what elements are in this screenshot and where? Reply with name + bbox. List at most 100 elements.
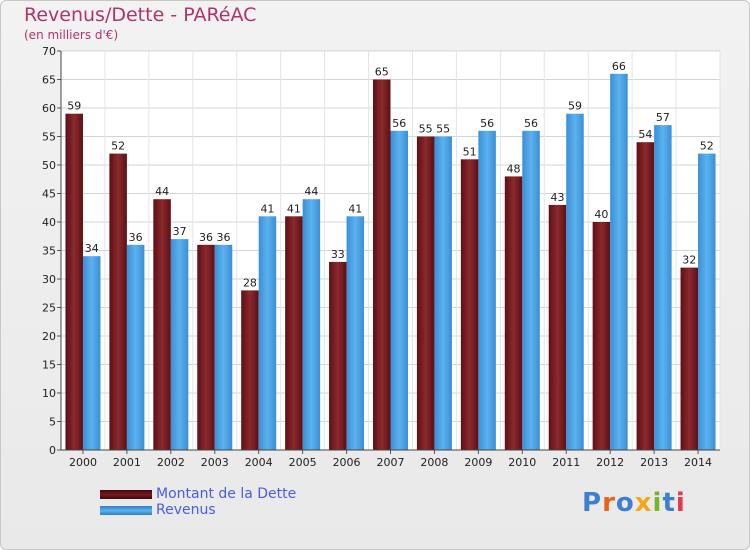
y-tick-label: 55 xyxy=(42,131,56,144)
bar-dette-2001 xyxy=(109,153,127,450)
y-tick-label: 25 xyxy=(42,302,56,315)
x-tick-label: 2006 xyxy=(333,456,361,469)
y-tick-label: 50 xyxy=(42,159,56,172)
bar-revenus-2004 xyxy=(258,216,277,450)
y-tick-label: 30 xyxy=(42,273,56,286)
value-label-revenus-2003: 36 xyxy=(217,231,231,244)
y-tick-label: 35 xyxy=(42,245,56,258)
bar-dette-2007 xyxy=(373,79,391,450)
bar-revenus-2006 xyxy=(346,216,365,450)
x-tick-label: 2000 xyxy=(69,456,97,469)
value-label-revenus-2008: 55 xyxy=(436,123,450,136)
legend-swatch-revenus xyxy=(100,505,152,515)
value-label-dette-2013: 54 xyxy=(638,128,652,141)
bar-dette-2011 xyxy=(548,204,567,450)
bar-revenus-2000 xyxy=(82,256,101,450)
x-tick-label: 2008 xyxy=(420,456,448,469)
axes: 0 5 10 15 20 25 30 35 40 45 50 55 60 65 70 2000 2001 2002… xyxy=(42,45,720,469)
bar-revenus-2001 xyxy=(126,244,145,450)
value-label-dette-2009: 51 xyxy=(463,145,477,158)
value-label-dette-2001: 52 xyxy=(111,140,125,153)
y-tick-label: 15 xyxy=(42,359,56,372)
legend: Montant de la Dette Revenus xyxy=(100,486,296,518)
y-tick-label: 0 xyxy=(49,444,56,457)
value-label-dette-2000: 59 xyxy=(67,100,81,113)
bar-dette-2010 xyxy=(504,176,523,450)
bar-dette-2012 xyxy=(592,222,611,450)
x-tick-label: 2002 xyxy=(157,456,185,469)
legend-item-revenus: Revenus xyxy=(100,502,296,518)
logo-letter: i xyxy=(652,488,663,518)
x-tick-label: 2014 xyxy=(684,456,712,469)
value-label-dette-2012: 40 xyxy=(594,208,608,221)
logo-letter: o xyxy=(615,488,635,518)
legend-label-dette: Montant de la Dette xyxy=(156,486,297,502)
legend-item-dette: Montant de la Dette xyxy=(100,486,296,502)
x-tick-label: 2003 xyxy=(201,456,229,469)
y-tick-label: 20 xyxy=(42,330,56,343)
value-label-revenus-2004: 41 xyxy=(260,202,274,215)
bar-dette-2013 xyxy=(636,142,655,450)
logo-letter: i xyxy=(675,488,686,518)
value-label-revenus-2009: 56 xyxy=(480,117,494,130)
logo-letter: x xyxy=(634,488,653,518)
value-label-revenus-2006: 41 xyxy=(348,202,362,215)
value-label-dette-2006: 33 xyxy=(331,248,345,261)
value-label-revenus-2000: 34 xyxy=(85,242,99,255)
value-label-dette-2003: 36 xyxy=(199,231,213,244)
bar-revenus-2012 xyxy=(610,73,628,451)
bar-dette-2006 xyxy=(329,261,347,450)
y-tick-label: 60 xyxy=(42,102,56,115)
bar-revenus-2014 xyxy=(698,153,716,450)
bar-revenus-2009 xyxy=(478,130,496,451)
value-label-dette-2008: 55 xyxy=(419,123,433,136)
value-label-revenus-2014: 52 xyxy=(700,140,714,153)
value-label-dette-2011: 43 xyxy=(550,191,564,204)
value-label-revenus-2013: 57 xyxy=(656,111,670,124)
y-tick-label: 70 xyxy=(42,45,56,58)
x-tick-label: 2004 xyxy=(245,456,273,469)
value-label-revenus-2005: 44 xyxy=(304,185,318,198)
y-tick-label: 5 xyxy=(49,416,56,429)
bars xyxy=(65,73,716,451)
value-label-dette-2002: 44 xyxy=(155,185,169,198)
bar-revenus-2013 xyxy=(654,125,672,450)
logo-letter: P xyxy=(582,488,603,518)
bar-revenus-2008 xyxy=(434,136,452,450)
bar-dette-2000 xyxy=(65,113,83,450)
value-label-revenus-2012: 66 xyxy=(612,60,626,73)
bar-revenus-2002 xyxy=(170,239,189,450)
value-label-dette-2005: 41 xyxy=(287,202,301,215)
value-label-revenus-2001: 36 xyxy=(129,231,143,244)
proxiti-logo: Proxiti xyxy=(582,488,686,518)
value-label-dette-2007: 65 xyxy=(375,66,389,79)
bar-revenus-2003 xyxy=(214,244,233,450)
bar-revenus-2011 xyxy=(566,113,584,450)
chart-subtitle: (en milliers d'€) xyxy=(24,28,119,42)
x-tick-label: 2005 xyxy=(289,456,317,469)
y-tick-label: 10 xyxy=(42,387,56,400)
legend-label-revenus: Revenus xyxy=(156,502,216,518)
bar-revenus-2010 xyxy=(522,130,540,451)
value-label-dette-2004: 28 xyxy=(243,276,257,289)
bar-dette-2004 xyxy=(241,290,259,450)
bar-dette-2005 xyxy=(285,216,303,450)
bar-dette-2014 xyxy=(680,267,699,450)
x-tick-label: 2010 xyxy=(508,456,536,469)
bar-dette-2002 xyxy=(153,199,171,450)
x-tick-label: 2009 xyxy=(464,456,492,469)
value-label-revenus-2011: 59 xyxy=(568,100,582,113)
bar-revenus-2005 xyxy=(302,199,321,450)
bar-dette-2003 xyxy=(197,244,215,450)
value-label-dette-2014: 32 xyxy=(682,254,696,267)
x-tick-label: 2007 xyxy=(377,456,405,469)
bar-dette-2008 xyxy=(416,136,435,450)
value-label-dette-2010: 48 xyxy=(507,162,521,175)
logo-letter: r xyxy=(602,488,616,518)
bar-revenus-2007 xyxy=(390,130,408,451)
logo-letter: t xyxy=(662,488,676,518)
value-label-revenus-2002: 37 xyxy=(173,225,187,238)
y-tick-label: 65 xyxy=(42,74,56,87)
